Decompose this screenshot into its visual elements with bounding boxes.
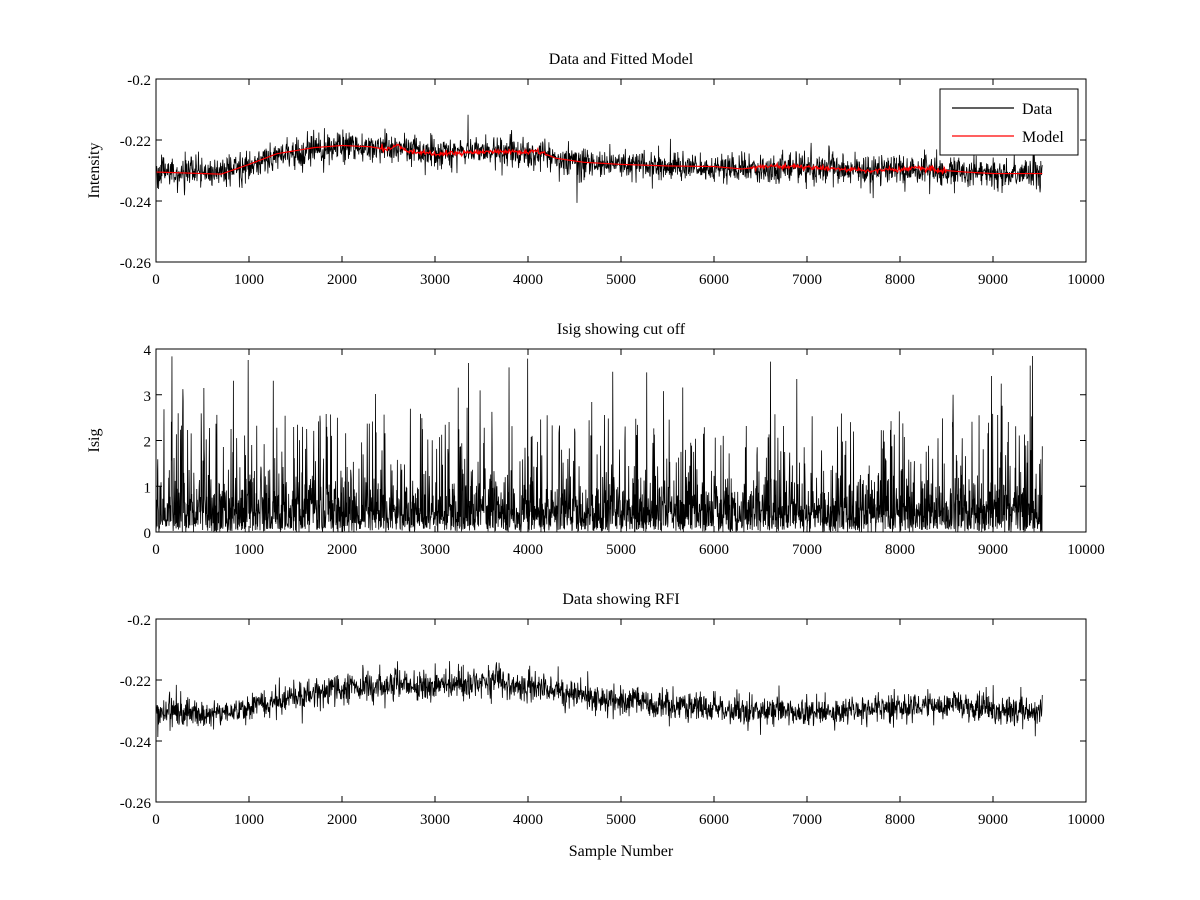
x-tick-label: 2000 bbox=[327, 542, 357, 558]
x-tick-label: 3000 bbox=[420, 812, 450, 828]
x-axis-label: Sample Number bbox=[569, 843, 674, 860]
y-tick-label: 4 bbox=[144, 343, 152, 359]
y-tick-label: -0.26 bbox=[120, 796, 152, 812]
panel-data-showing-rfi: 0 1000 2000 3000 4000 5000 6000 7000 8000 9000 100… bbox=[120, 591, 1105, 860]
x-tick-label: 4000 bbox=[513, 272, 543, 288]
y-tick-label: -0.2 bbox=[127, 73, 151, 89]
panel-isig-showing-cut-off: 0 1000 2000 3000 4000 5000 6000 7000 8000 9000 100… bbox=[86, 321, 1105, 558]
x-tick-label: 8000 bbox=[885, 812, 915, 828]
x-tick-label: 8000 bbox=[885, 272, 915, 288]
x-tick-label: 6000 bbox=[699, 272, 729, 288]
x-tick-label: 10000 bbox=[1067, 812, 1105, 828]
x-tick-label: 0 bbox=[152, 542, 160, 558]
series-line-data bbox=[156, 114, 1043, 203]
x-tick-label: 4000 bbox=[513, 812, 543, 828]
panel-data-and-fitted-model: 0 1000 2000 3000 4000 5000 6000 7000 8000 9000 100… bbox=[86, 51, 1105, 288]
y-tick-label: -0.24 bbox=[120, 195, 152, 211]
x-tick-label: 7000 bbox=[792, 272, 822, 288]
x-tick-label: 5000 bbox=[606, 272, 636, 288]
y-tick-label: 1 bbox=[144, 480, 152, 496]
series-line-data bbox=[156, 661, 1043, 737]
x-tick-label: 7000 bbox=[792, 812, 822, 828]
x-tick-label: 1000 bbox=[234, 812, 264, 828]
y-tick-label: 3 bbox=[144, 389, 152, 405]
x-tick-label: 10000 bbox=[1067, 542, 1105, 558]
legend-label-data: Data bbox=[1022, 101, 1052, 118]
x-tick-label: 3000 bbox=[420, 542, 450, 558]
y-tick-label: -0.26 bbox=[120, 256, 152, 272]
x-tick-label: 2000 bbox=[327, 812, 357, 828]
y-tick-label: -0.2 bbox=[127, 613, 151, 629]
y-tick-label: -0.22 bbox=[120, 674, 151, 690]
x-tick-label: 3000 bbox=[420, 272, 450, 288]
legend-box bbox=[939, 88, 1079, 156]
x-tick-label: 1000 bbox=[234, 272, 264, 288]
x-tick-label: 6000 bbox=[699, 812, 729, 828]
y-tick-label: 0 bbox=[144, 526, 152, 542]
chart-title: Isig showing cut off bbox=[557, 321, 686, 338]
x-tick-label: 9000 bbox=[978, 812, 1008, 828]
y-tick-label: -0.22 bbox=[120, 134, 151, 150]
y-axis-label: Intensity bbox=[86, 143, 103, 199]
y-tick-label: 2 bbox=[144, 435, 152, 451]
legend-label-model: Model bbox=[1022, 129, 1064, 146]
x-tick-label: 6000 bbox=[699, 542, 729, 558]
chart-title: Data showing RFI bbox=[562, 591, 679, 608]
x-tick-label: 5000 bbox=[606, 812, 636, 828]
x-tick-label: 0 bbox=[152, 272, 160, 288]
legend: Data Model bbox=[939, 88, 1079, 156]
plot-area bbox=[156, 619, 1086, 802]
x-tick-label: 2000 bbox=[327, 272, 357, 288]
x-tick-label: 10000 bbox=[1067, 272, 1105, 288]
x-tick-label: 1000 bbox=[234, 542, 264, 558]
x-tick-label: 9000 bbox=[978, 542, 1008, 558]
series-line-isig bbox=[156, 355, 1043, 532]
x-tick-label: 9000 bbox=[978, 272, 1008, 288]
x-tick-label: 8000 bbox=[885, 542, 915, 558]
x-tick-label: 5000 bbox=[606, 542, 636, 558]
x-tick-label: 0 bbox=[152, 812, 160, 828]
chart-title: Data and Fitted Model bbox=[549, 51, 694, 68]
y-axis-label: Isig bbox=[86, 429, 103, 453]
y-tick-label: -0.24 bbox=[120, 735, 152, 751]
series-line-model bbox=[156, 143, 1043, 175]
x-tick-label: 4000 bbox=[513, 542, 543, 558]
x-tick-label: 7000 bbox=[792, 542, 822, 558]
